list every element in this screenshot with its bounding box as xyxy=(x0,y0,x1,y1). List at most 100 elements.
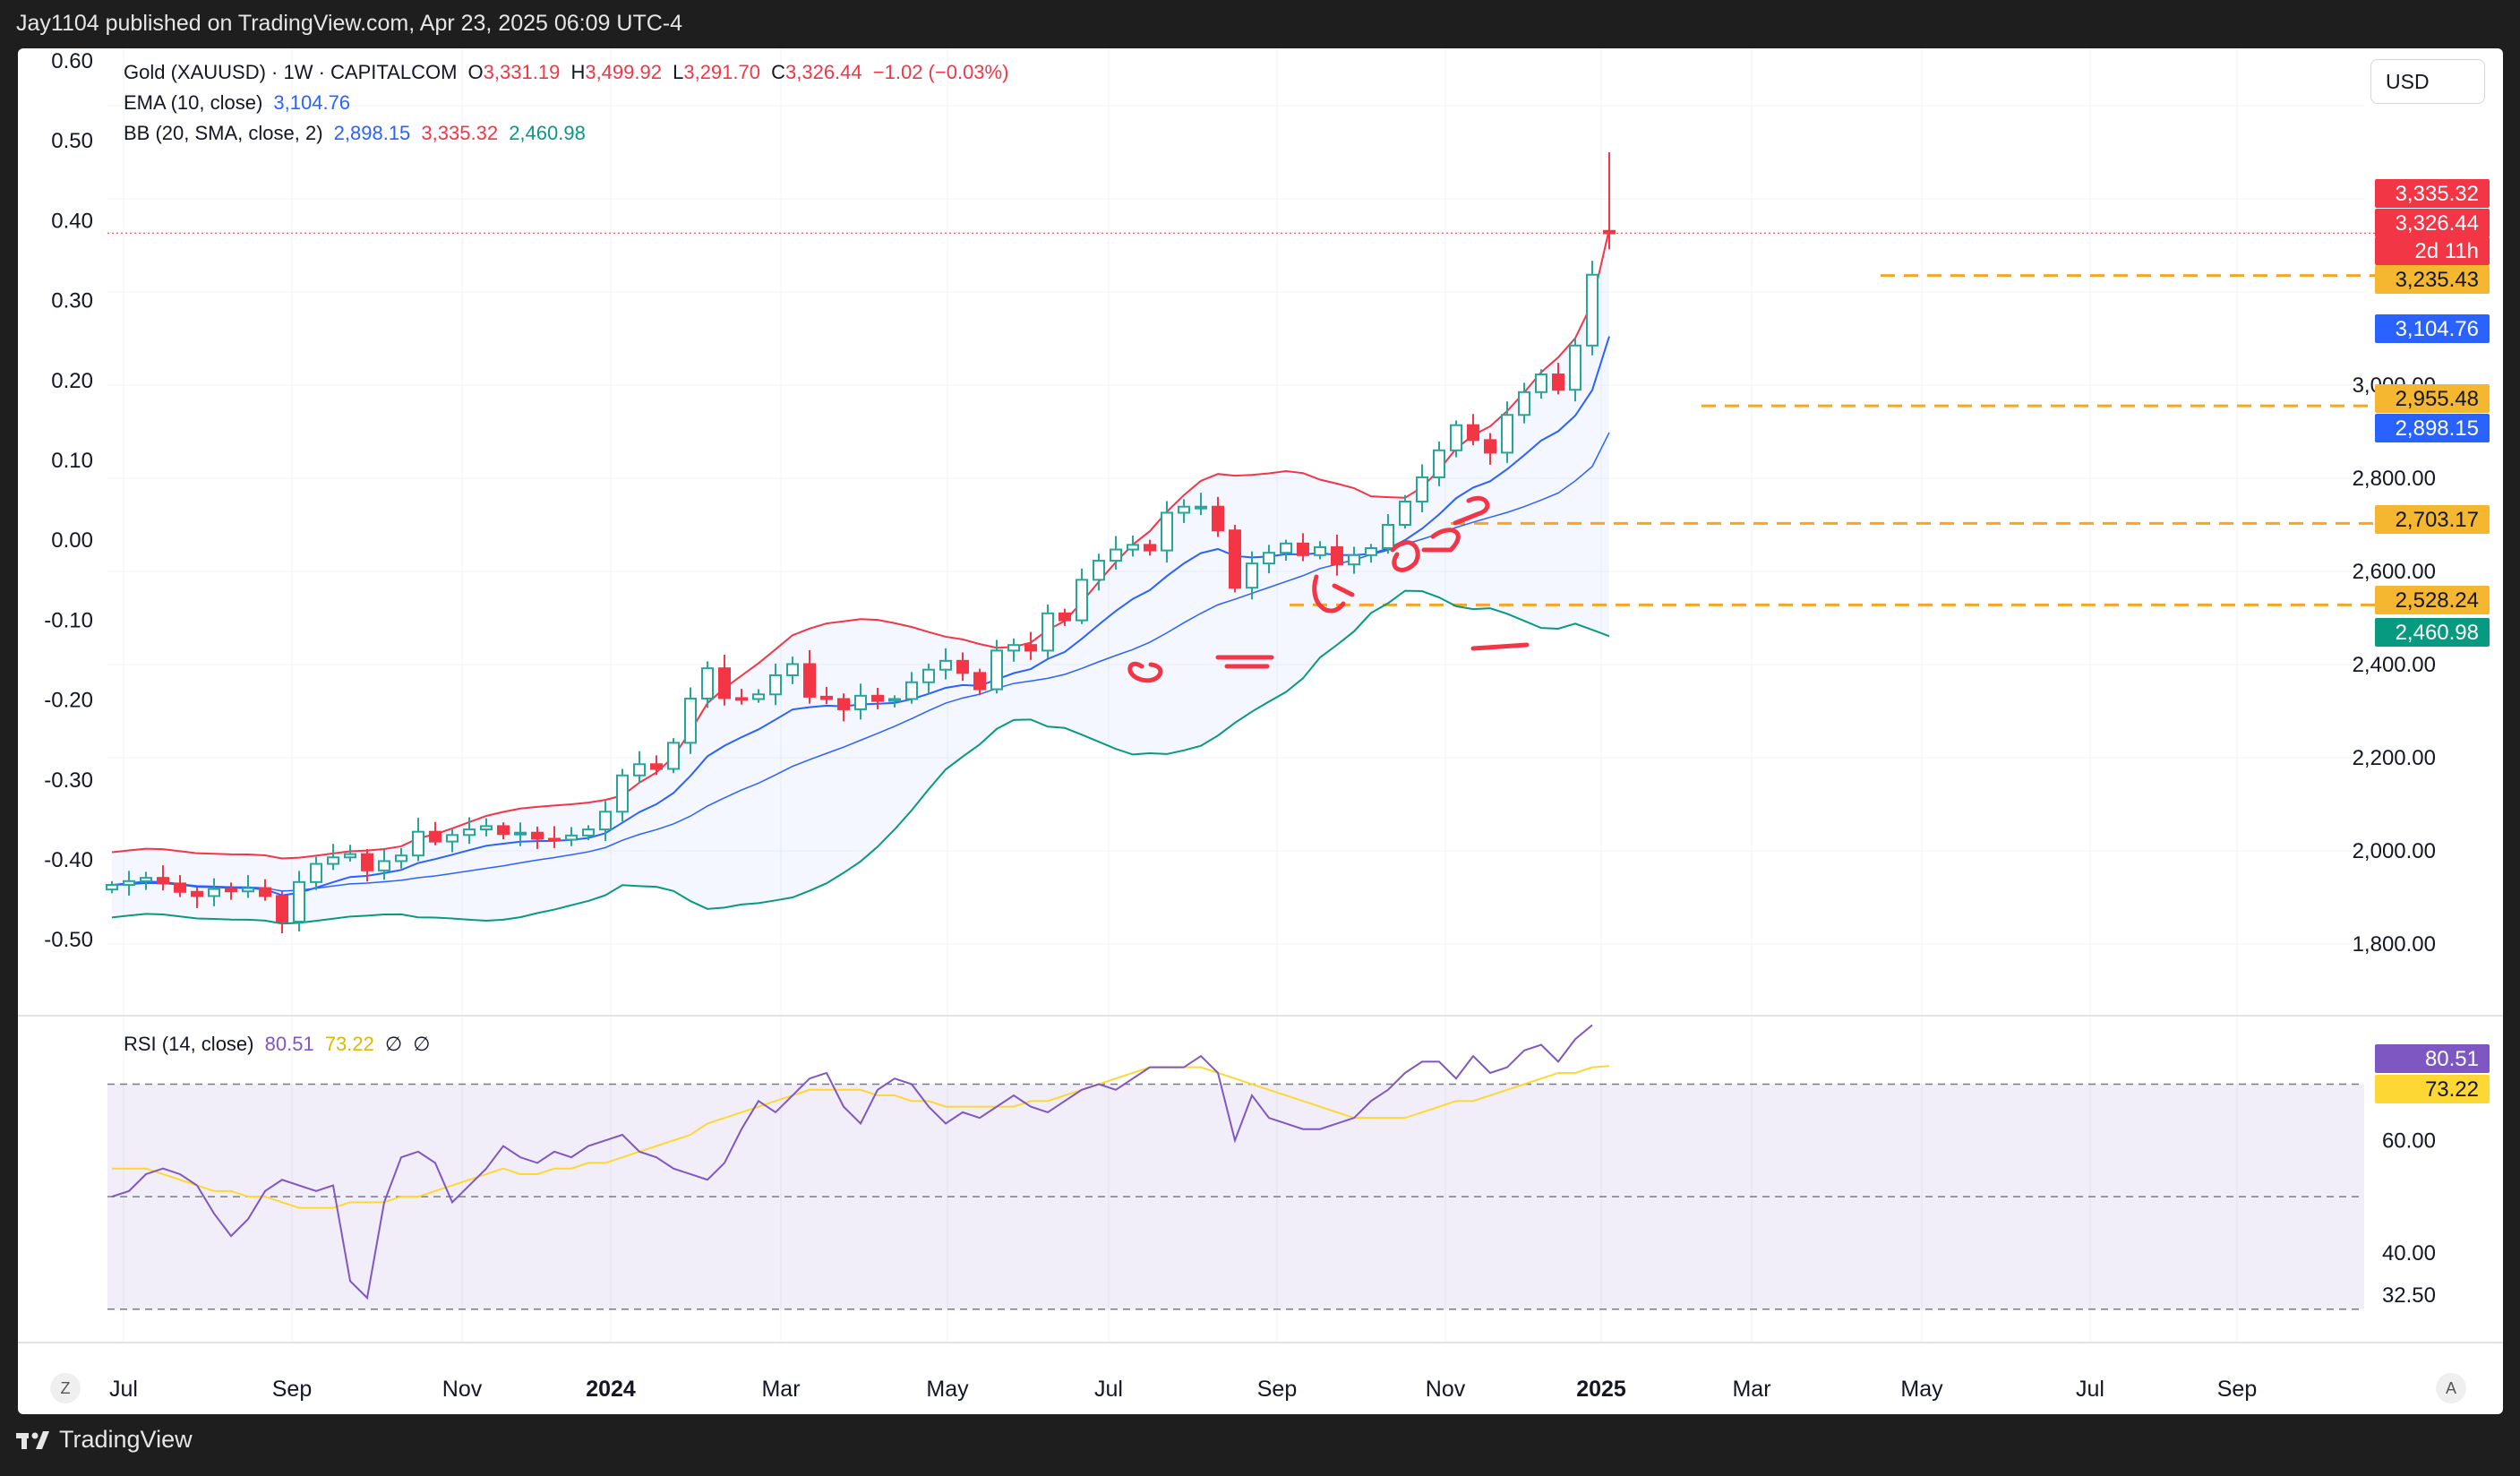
timezone-button[interactable]: Z xyxy=(50,1373,81,1403)
candle xyxy=(327,844,339,871)
candle xyxy=(174,875,186,897)
candle xyxy=(718,655,731,706)
bb-label: BB (20, SMA, close, 2) xyxy=(124,122,323,144)
chart-canvas[interactable]: 60.00 40.00 32.50 0.60 0.50 0.40 0.30 0.20 0.10 0… xyxy=(18,48,2503,1414)
annotation-stroke xyxy=(1215,655,1274,669)
candle-body xyxy=(1433,449,1445,478)
close-value: 3,326.44 xyxy=(785,61,862,83)
price-tag: 2,898.15 xyxy=(2375,414,2490,442)
candle xyxy=(1552,363,1564,395)
rsi-na-1: ∅ xyxy=(385,1033,403,1055)
price-axis-tick: 1,800.00 xyxy=(2353,932,2436,957)
currency-button[interactable]: USD xyxy=(2370,59,2485,104)
ema-value: 3,104.76 xyxy=(273,91,351,114)
price-tag-text: 3,104.76 xyxy=(2396,317,2479,341)
candle xyxy=(1263,545,1275,574)
candle xyxy=(310,856,322,890)
left-axis-tick: 0.60 xyxy=(51,49,93,73)
bb-upper-value: 3,335.32 xyxy=(421,122,499,144)
candle xyxy=(582,825,595,841)
candle xyxy=(1535,369,1547,399)
time-axis-tick: Sep xyxy=(2217,1377,2257,1402)
candle xyxy=(259,879,271,901)
price-tag-bg xyxy=(2375,384,2490,413)
candle xyxy=(1365,544,1377,563)
candle xyxy=(616,768,629,822)
candle-body xyxy=(157,877,169,885)
rsi-ma-line xyxy=(112,1065,1610,1209)
candle xyxy=(1467,414,1479,446)
candle xyxy=(463,817,476,845)
time-axis-tick: May xyxy=(1900,1377,1943,1402)
candle-body xyxy=(871,694,884,702)
auto-label: A xyxy=(2445,1378,2456,1397)
ohlc-low: L3,291.70 xyxy=(673,61,760,83)
candle-body xyxy=(854,694,867,710)
candle-body xyxy=(446,834,459,843)
candle-body xyxy=(1144,544,1156,552)
left-axis-tick: -0.50 xyxy=(44,928,93,952)
bb-legend[interactable]: BB (20, SMA, close, 2) 2,898.15 3,335.32… xyxy=(124,122,591,145)
time-axis-tick: Sep xyxy=(272,1377,312,1402)
symbol-legend[interactable]: Gold (XAUUSD) · 1W · CAPITALCOM O3,331.1… xyxy=(124,61,1014,84)
candle-body xyxy=(429,830,441,843)
candle-body xyxy=(820,695,833,700)
candle xyxy=(1603,152,1616,250)
price-tag-bg xyxy=(2375,586,2490,614)
bollinger-fill xyxy=(112,228,1609,924)
open-value: 3,331.19 xyxy=(483,61,561,83)
change-value: −1.02 (−0.03%) xyxy=(872,61,1009,83)
candle xyxy=(378,849,390,880)
ema-legend[interactable]: EMA (10, close) 3,104.76 xyxy=(124,91,356,115)
candle xyxy=(786,656,799,684)
price-axis-tick: 2,400.00 xyxy=(2353,653,2436,677)
candle xyxy=(1569,338,1581,402)
price-labels: 3,335.32 3,326.44 2d 11h 3,235.43 3,104.76 2,… xyxy=(2375,179,2490,1103)
candle-body xyxy=(1246,562,1258,589)
candle xyxy=(1382,514,1394,554)
candle-body xyxy=(412,830,424,857)
candle xyxy=(820,686,833,705)
price-axis-tick: 2,000.00 xyxy=(2353,839,2436,863)
horizontal-levels xyxy=(107,232,2391,606)
candle xyxy=(1314,541,1326,560)
open-label: O xyxy=(467,61,484,83)
candle-body xyxy=(344,853,356,859)
price-tag-text: 2,460.98 xyxy=(2396,621,2479,645)
candle-body xyxy=(1024,644,1037,652)
time-axis-tick: Jul xyxy=(1094,1377,1123,1402)
candle xyxy=(1416,464,1428,512)
candle xyxy=(157,865,169,891)
chart-panel[interactable]: 60.00 40.00 32.50 0.60 0.50 0.40 0.30 0.20 0.10 0… xyxy=(18,48,2503,1414)
candle-body xyxy=(123,880,135,886)
bb-basis-value: 2,898.15 xyxy=(333,122,411,144)
candle xyxy=(1212,496,1224,537)
candle-body xyxy=(1161,511,1173,552)
rsi-legend[interactable]: RSI (14, close) 80.51 73.22 ∅ ∅ xyxy=(124,1033,435,1056)
candle-body xyxy=(565,834,578,841)
rsi-label: RSI (14, close) xyxy=(124,1033,254,1055)
candle-body xyxy=(837,698,850,710)
price-tag: 2,528.24 xyxy=(2375,586,2490,614)
auto-scale-button[interactable]: A xyxy=(2436,1373,2466,1403)
candle-body xyxy=(174,882,186,893)
candle-body xyxy=(548,837,561,842)
candle xyxy=(344,845,356,862)
candle-body xyxy=(956,659,969,674)
candle xyxy=(395,847,407,869)
candle-body xyxy=(582,828,595,837)
candle xyxy=(956,652,969,682)
candle-body xyxy=(990,649,1003,691)
candle xyxy=(1093,554,1105,591)
candle xyxy=(1331,534,1343,576)
candle xyxy=(990,639,1003,694)
candle-body xyxy=(752,693,765,700)
candle-body xyxy=(1399,501,1411,526)
price-tag: 3,326.44 xyxy=(2375,209,2490,237)
candle-body xyxy=(208,888,220,897)
tradingview-brand[interactable]: TradingView xyxy=(16,1426,193,1454)
candle-body xyxy=(1110,548,1122,562)
candle-body xyxy=(259,887,271,897)
rsi-tag-text: 80.51 xyxy=(2425,1047,2479,1071)
